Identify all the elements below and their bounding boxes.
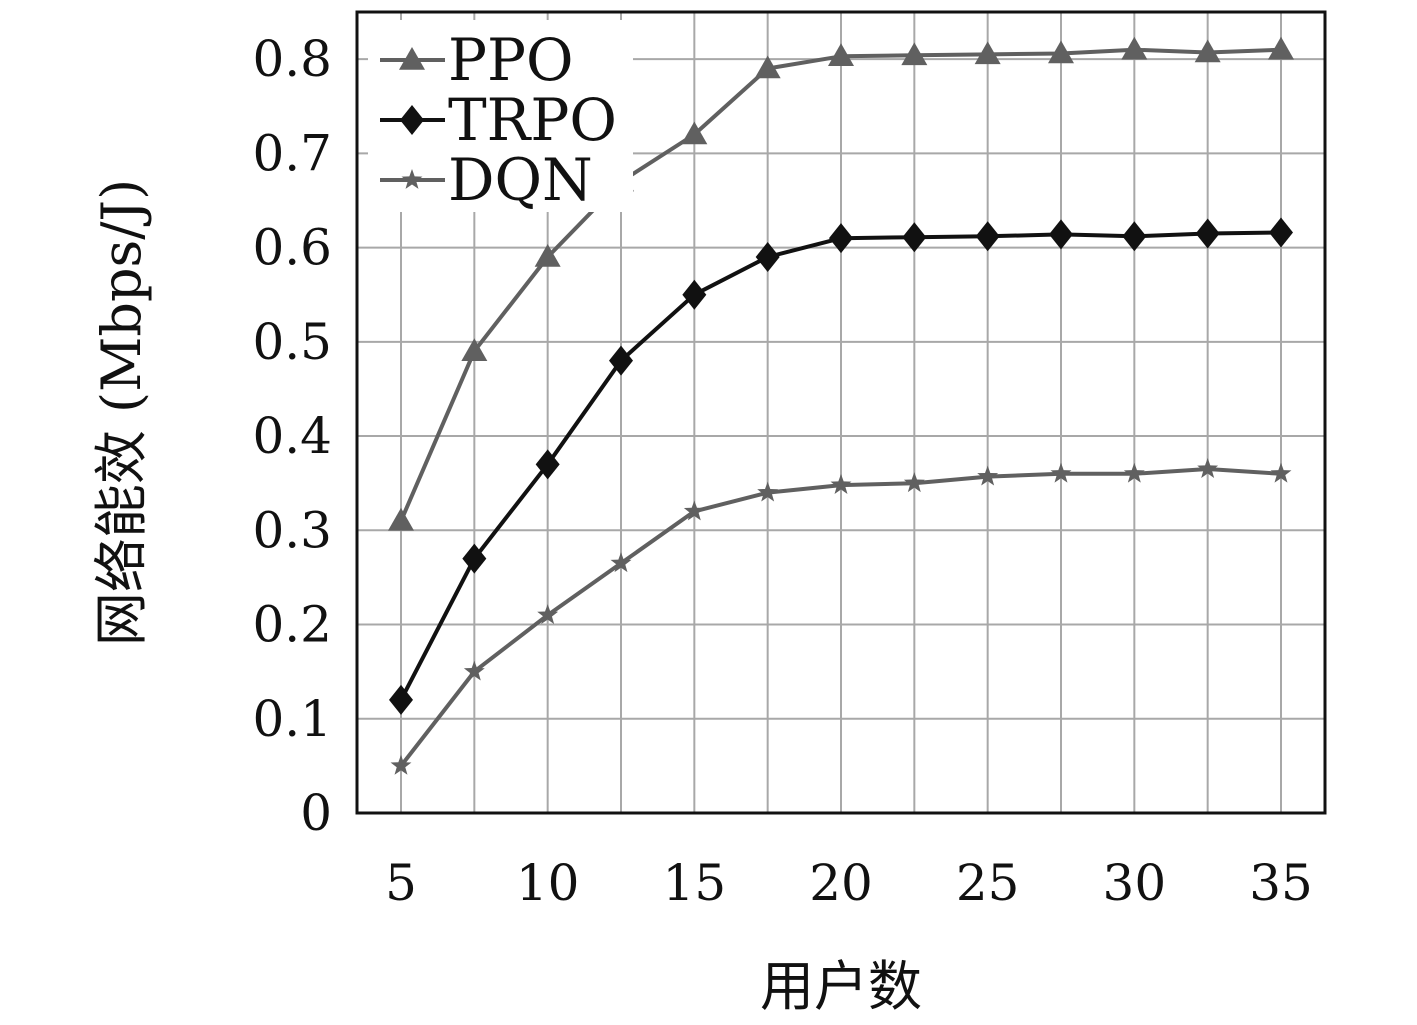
y-tick-label: 0.6: [252, 219, 332, 277]
data-point-ppo: [1121, 36, 1148, 60]
legend-label-dqn: DQN: [448, 146, 593, 214]
x-tick-label: 5: [385, 854, 417, 912]
data-point-dqn: [1123, 462, 1145, 483]
series-group: [388, 36, 1294, 775]
data-point-trpo: [609, 345, 633, 376]
data-point-trpo: [829, 223, 853, 254]
data-point-ppo: [461, 338, 488, 361]
data-point-dqn: [1197, 458, 1219, 478]
data-point-trpo: [1049, 219, 1073, 250]
y-tick-label: 0: [300, 784, 332, 842]
data-point-dqn: [610, 552, 632, 573]
data-point-dqn: [757, 481, 779, 502]
plot-frame: [355, 10, 1327, 815]
series-trpo: [389, 217, 1293, 715]
data-point-dqn: [683, 500, 705, 521]
x-tick-label: 30: [1103, 854, 1167, 912]
data-point-dqn: [903, 472, 925, 493]
legend-item-dqn: DQN: [380, 146, 593, 214]
data-point-dqn: [1050, 462, 1072, 483]
data-point-dqn: [977, 465, 999, 486]
data-point-trpo: [755, 242, 780, 273]
x-tick-label: 10: [516, 854, 580, 912]
y-tick-label: 0.1: [252, 690, 332, 748]
legend-marker-dqn: [401, 169, 423, 189]
legend-marker-ppo: [399, 47, 425, 70]
y-tick-label: 0.7: [252, 124, 332, 182]
data-point-dqn: [1270, 462, 1292, 483]
series-dqn: [390, 458, 1292, 775]
data-point-trpo: [1269, 217, 1293, 248]
x-tick-label: 35: [1249, 854, 1313, 912]
x-tick-label: 25: [956, 854, 1020, 912]
y-tick-labels: 0 0.1 0.2 0.3 0.4 0.5 0.6 0.7 0.8: [252, 30, 332, 842]
data-point-dqn: [537, 604, 559, 625]
data-point-ppo: [1268, 36, 1294, 60]
x-tick-labels: 5 10 15 20 25 30 35: [385, 854, 1313, 912]
x-tick-label: 15: [663, 854, 727, 912]
legend-marker-trpo: [400, 105, 424, 135]
data-point-ppo: [1048, 40, 1074, 64]
x-axis-title: 用户数: [760, 955, 922, 1018]
data-point-ppo: [974, 41, 1001, 65]
data-point-ppo: [828, 43, 854, 67]
y-tick-label: 0.8: [252, 30, 332, 88]
legend-item-trpo: TRPO: [380, 86, 617, 154]
data-point-dqn: [463, 660, 485, 681]
data-point-ppo: [388, 507, 414, 531]
data-point-ppo: [534, 244, 561, 267]
y-tick-label: 0.3: [252, 501, 332, 559]
legend-label-trpo: TRPO: [448, 86, 617, 154]
data-point-ppo: [754, 55, 781, 79]
data-point-trpo: [462, 543, 487, 574]
data-point-dqn: [830, 474, 852, 494]
data-point-trpo: [902, 222, 927, 253]
data-point-trpo: [975, 221, 1000, 252]
data-point-ppo: [901, 42, 928, 66]
data-point-trpo: [389, 684, 413, 715]
y-tick-label: 0.5: [252, 313, 332, 371]
data-point-trpo: [535, 449, 560, 480]
y-tick-label: 0.2: [252, 596, 332, 654]
data-point-trpo: [1122, 221, 1147, 252]
data-point-trpo: [1195, 218, 1220, 249]
data-point-ppo: [1194, 39, 1221, 63]
legend-label-ppo: PPO: [448, 26, 574, 94]
legend-item-ppo: PPO: [380, 26, 574, 94]
y-axis-title: 网络能效 (Mbps/J): [90, 179, 153, 646]
x-tick-label: 20: [809, 854, 873, 912]
data-point-dqn: [390, 754, 412, 775]
data-point-trpo: [682, 279, 707, 310]
data-point-ppo: [681, 121, 708, 145]
y-tick-label: 0.4: [252, 407, 332, 465]
